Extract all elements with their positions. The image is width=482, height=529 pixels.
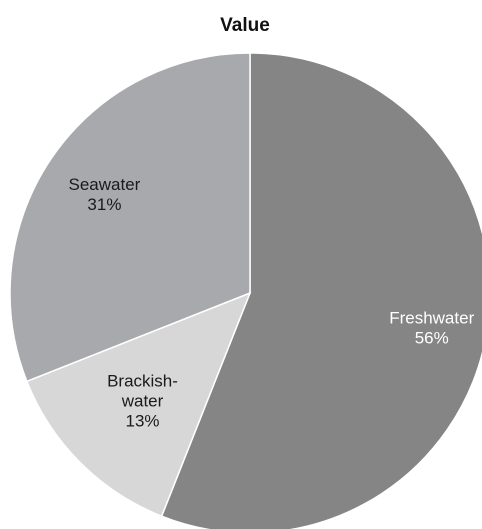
slice-name-label: water [121, 391, 164, 410]
pie-slices [9, 52, 482, 529]
slice-label-seawater: Seawater 31% [69, 175, 141, 214]
chart-title: Value [220, 15, 270, 36]
slice-name-label: Freshwater [389, 309, 474, 328]
pie-slice-seawater [9, 52, 251, 383]
pie-labels: Freshwater 56% Brackish-water 13% Seawater 31… [69, 175, 475, 430]
slice-percent-label: 56% [415, 329, 449, 348]
slice-name-label: Seawater [69, 175, 141, 194]
slice-percent-label: 31% [87, 195, 121, 214]
slice-percent-label: 13% [126, 411, 160, 430]
slice-name-label: Brackish- [107, 371, 178, 390]
slice-label-brackish-water: Brackish-water 13% [107, 371, 178, 430]
slice-label-freshwater: Freshwater 56% [389, 309, 474, 348]
pie-slice-brackish-water [25, 291, 252, 518]
pie-slice-freshwater [160, 52, 482, 529]
